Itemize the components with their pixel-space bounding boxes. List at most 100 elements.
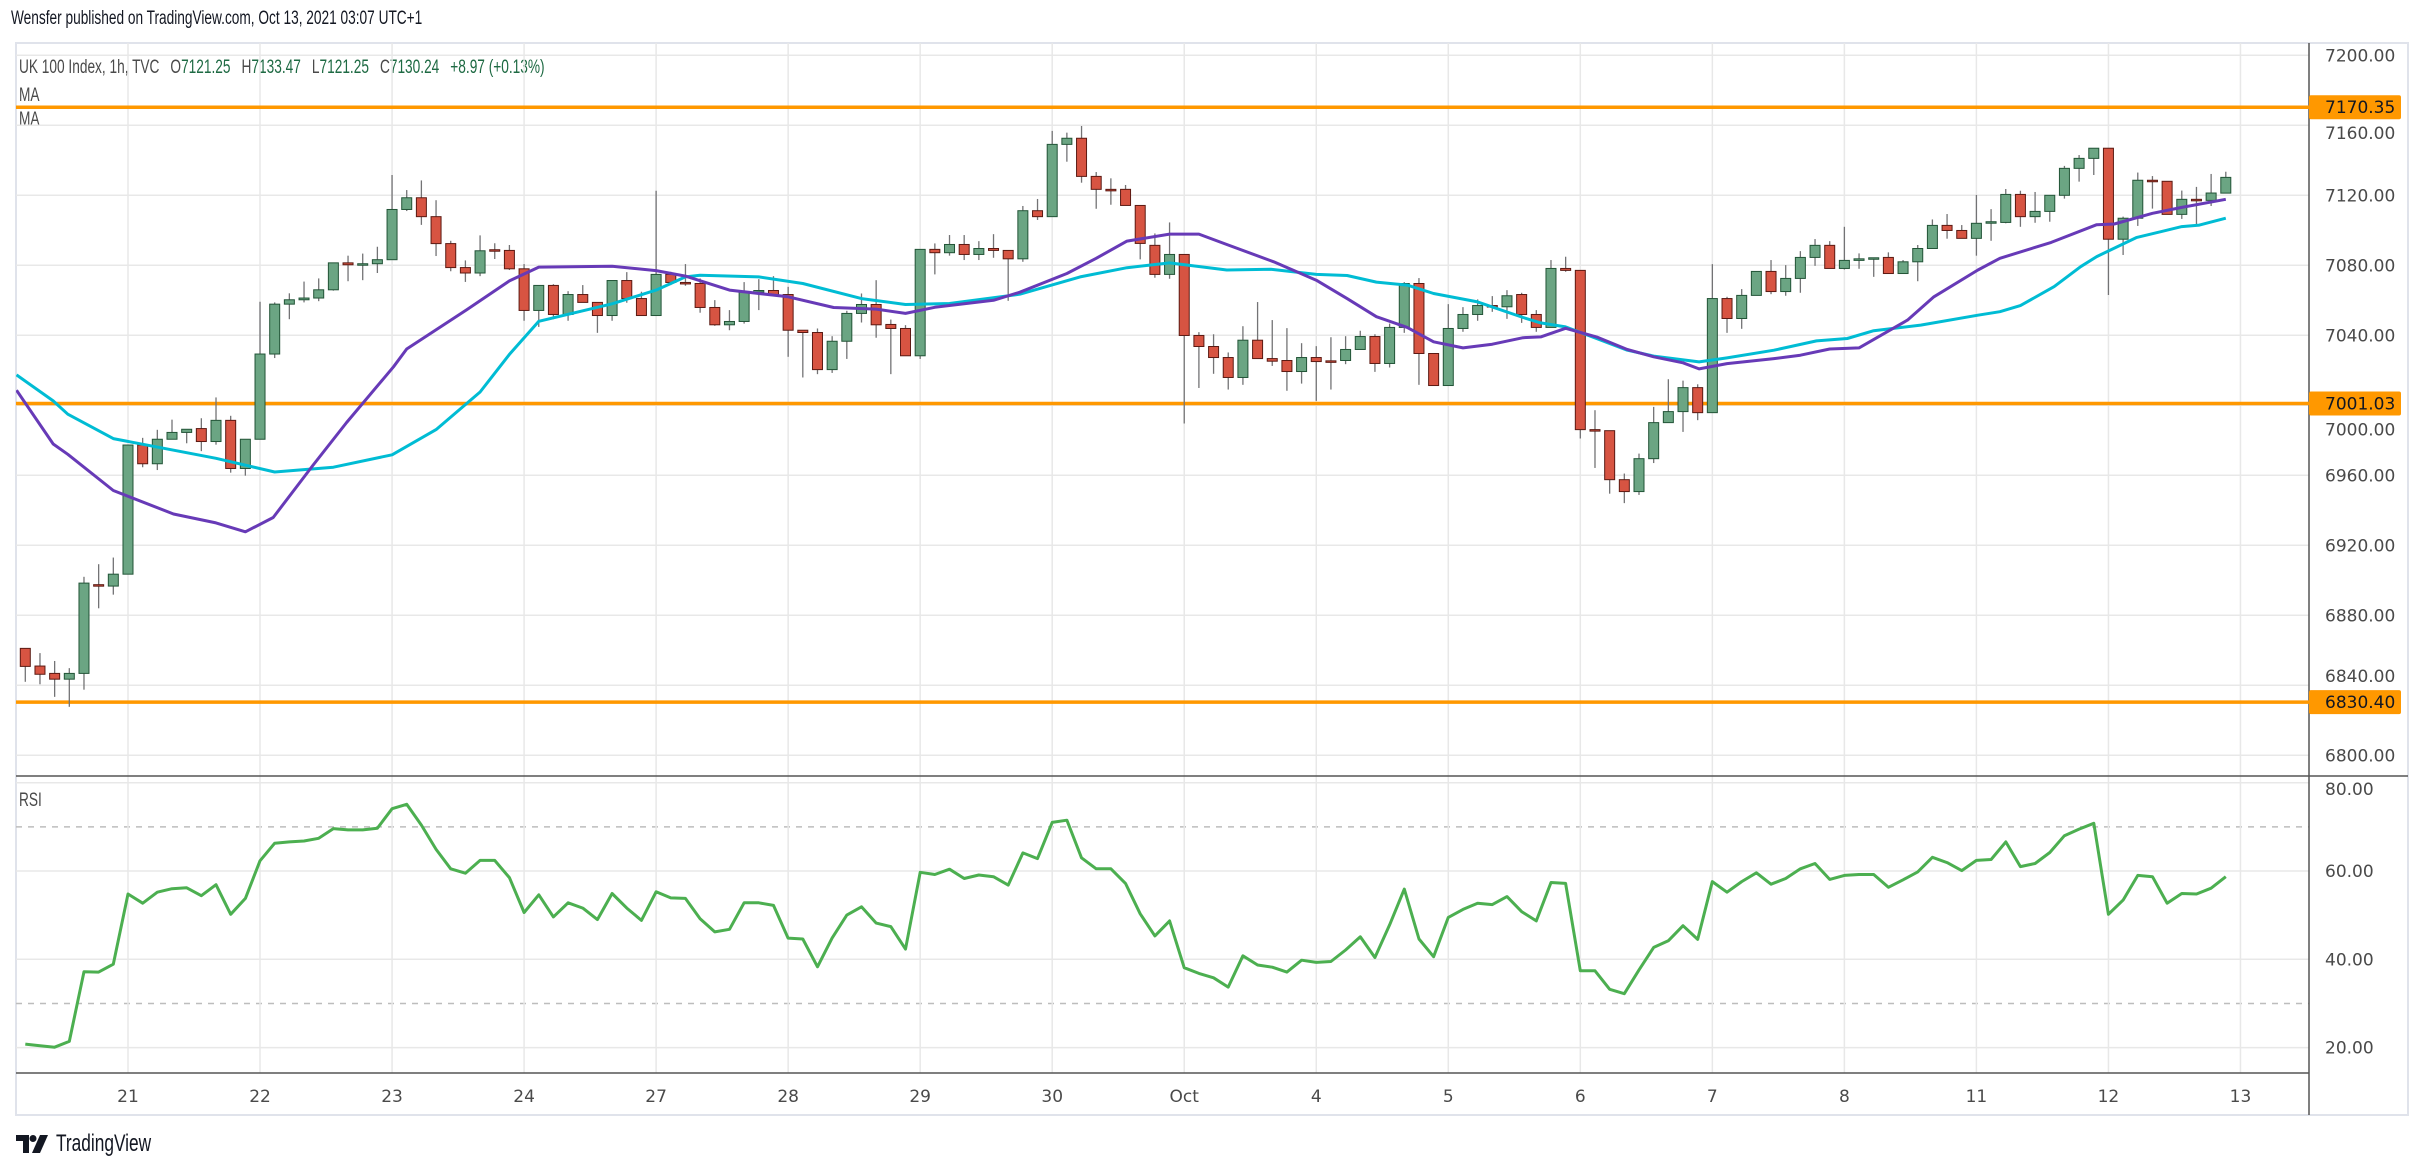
candle-body xyxy=(1692,387,1704,414)
candle-bearish xyxy=(1721,296,1733,333)
low-value: 7121.25 xyxy=(319,57,369,78)
candle-body xyxy=(503,249,515,270)
candle-bullish xyxy=(1794,251,1806,293)
candle-body xyxy=(2190,198,2202,202)
symbol-name[interactable]: UK 100 Index, 1h, TVC xyxy=(19,57,160,78)
candle-body xyxy=(1765,270,1777,293)
ma-indicator-label[interactable]: MA xyxy=(19,85,40,106)
candle-body xyxy=(2029,210,2041,218)
candle-bearish xyxy=(1208,334,1220,374)
candle-body xyxy=(1413,283,1425,354)
candle-body xyxy=(166,431,178,440)
candle-body xyxy=(489,249,501,252)
candle-bullish xyxy=(723,310,735,331)
candle-body xyxy=(944,243,956,254)
candle-bullish xyxy=(1780,265,1792,296)
time-tick-label: 24 xyxy=(513,1087,535,1107)
candle-body xyxy=(1589,429,1601,432)
time-tick-label: 21 xyxy=(117,1087,139,1107)
candle-bearish xyxy=(811,328,823,375)
candle-bearish xyxy=(547,284,559,320)
price-tick-label: 7040.00 xyxy=(2325,326,2395,346)
candle-body xyxy=(826,340,838,371)
candle-bearish xyxy=(1002,249,1014,301)
time-tick-label: Oct xyxy=(1170,1087,1200,1107)
rsi-tick-label: 20.00 xyxy=(2325,1039,2374,1059)
candle-bullish xyxy=(78,576,90,690)
candle-bullish xyxy=(1838,226,1850,270)
rsi-indicator-label[interactable]: RSI xyxy=(19,790,42,811)
close-value: 7130.24 xyxy=(389,57,440,78)
candle-bullish xyxy=(181,428,193,444)
candle-bullish xyxy=(254,301,266,440)
candle-bullish xyxy=(1985,209,1997,241)
price-pane xyxy=(16,105,2309,707)
candle-body xyxy=(1237,339,1249,378)
candle-body xyxy=(327,262,339,291)
candle-body xyxy=(1677,387,1689,413)
tradingview-logo[interactable]: TradingView xyxy=(16,1130,188,1158)
price-tick-label: 7160.00 xyxy=(2325,124,2395,144)
candle-body xyxy=(1809,244,1821,258)
change-value: +8.97 (+0.13%) xyxy=(450,57,545,78)
candle-bullish xyxy=(239,438,251,476)
candle-body xyxy=(415,197,427,218)
candle-bearish xyxy=(1281,328,1293,391)
candle-bearish xyxy=(430,200,442,257)
candle-bullish xyxy=(1633,453,1645,495)
time-tick-label: 12 xyxy=(2098,1087,2120,1107)
candle-body xyxy=(694,283,706,308)
candle-bullish xyxy=(2073,155,2085,182)
rsi-tick-label: 60.00 xyxy=(2325,862,2374,882)
candle-bearish xyxy=(988,234,1000,258)
candle-bearish xyxy=(1589,410,1601,468)
candle-body xyxy=(533,284,545,311)
candle-body xyxy=(885,323,897,329)
candle-body xyxy=(1325,360,1337,363)
rsi-pane xyxy=(25,802,2227,1049)
close-label: C xyxy=(379,57,390,78)
time-tick-label: 4 xyxy=(1311,1087,1322,1107)
candle-body xyxy=(606,280,618,317)
candle-bullish xyxy=(1809,239,1821,266)
candle-bearish xyxy=(900,325,911,357)
candle-bearish xyxy=(782,286,794,357)
price-tick-label: 6800.00 xyxy=(2325,746,2395,766)
candle-bearish xyxy=(577,285,589,303)
candle-body xyxy=(577,294,589,303)
candle-bullish xyxy=(1706,264,1718,414)
candle-body xyxy=(2132,179,2144,219)
time-tick-label: 22 xyxy=(249,1087,271,1107)
candle-bullish xyxy=(2088,147,2100,175)
candle-bullish xyxy=(650,190,662,317)
candle-body xyxy=(2000,193,2012,223)
candle-bullish xyxy=(1296,343,1308,384)
candle-body xyxy=(914,248,926,357)
candle-bullish xyxy=(841,310,853,359)
candle-bullish xyxy=(1648,406,1660,464)
candle-bearish xyxy=(445,240,457,272)
candle-body xyxy=(78,582,90,674)
candle-bearish xyxy=(1193,332,1205,388)
open-label: O xyxy=(170,57,182,78)
candle-bullish xyxy=(2058,165,2070,199)
candle-bullish xyxy=(166,419,178,440)
candle-body xyxy=(1633,458,1645,493)
candle-body xyxy=(93,584,105,587)
candle-bullish xyxy=(738,282,750,324)
candle-body xyxy=(1838,259,1850,269)
candle-body xyxy=(254,353,266,440)
candle-body xyxy=(1648,422,1660,460)
level-price-badge xyxy=(2309,95,2401,120)
candle-bearish xyxy=(19,647,31,682)
candle-body xyxy=(1956,229,1968,239)
candle-body xyxy=(401,197,413,210)
candle-bullish xyxy=(1868,257,1880,277)
candle-body xyxy=(1120,188,1132,206)
candle-bearish xyxy=(1178,253,1190,424)
candle-body xyxy=(1061,137,1073,145)
price-tick-label: 6960.00 xyxy=(2325,466,2395,486)
candle-body xyxy=(1941,224,1953,231)
candle-bearish xyxy=(2102,147,2114,296)
